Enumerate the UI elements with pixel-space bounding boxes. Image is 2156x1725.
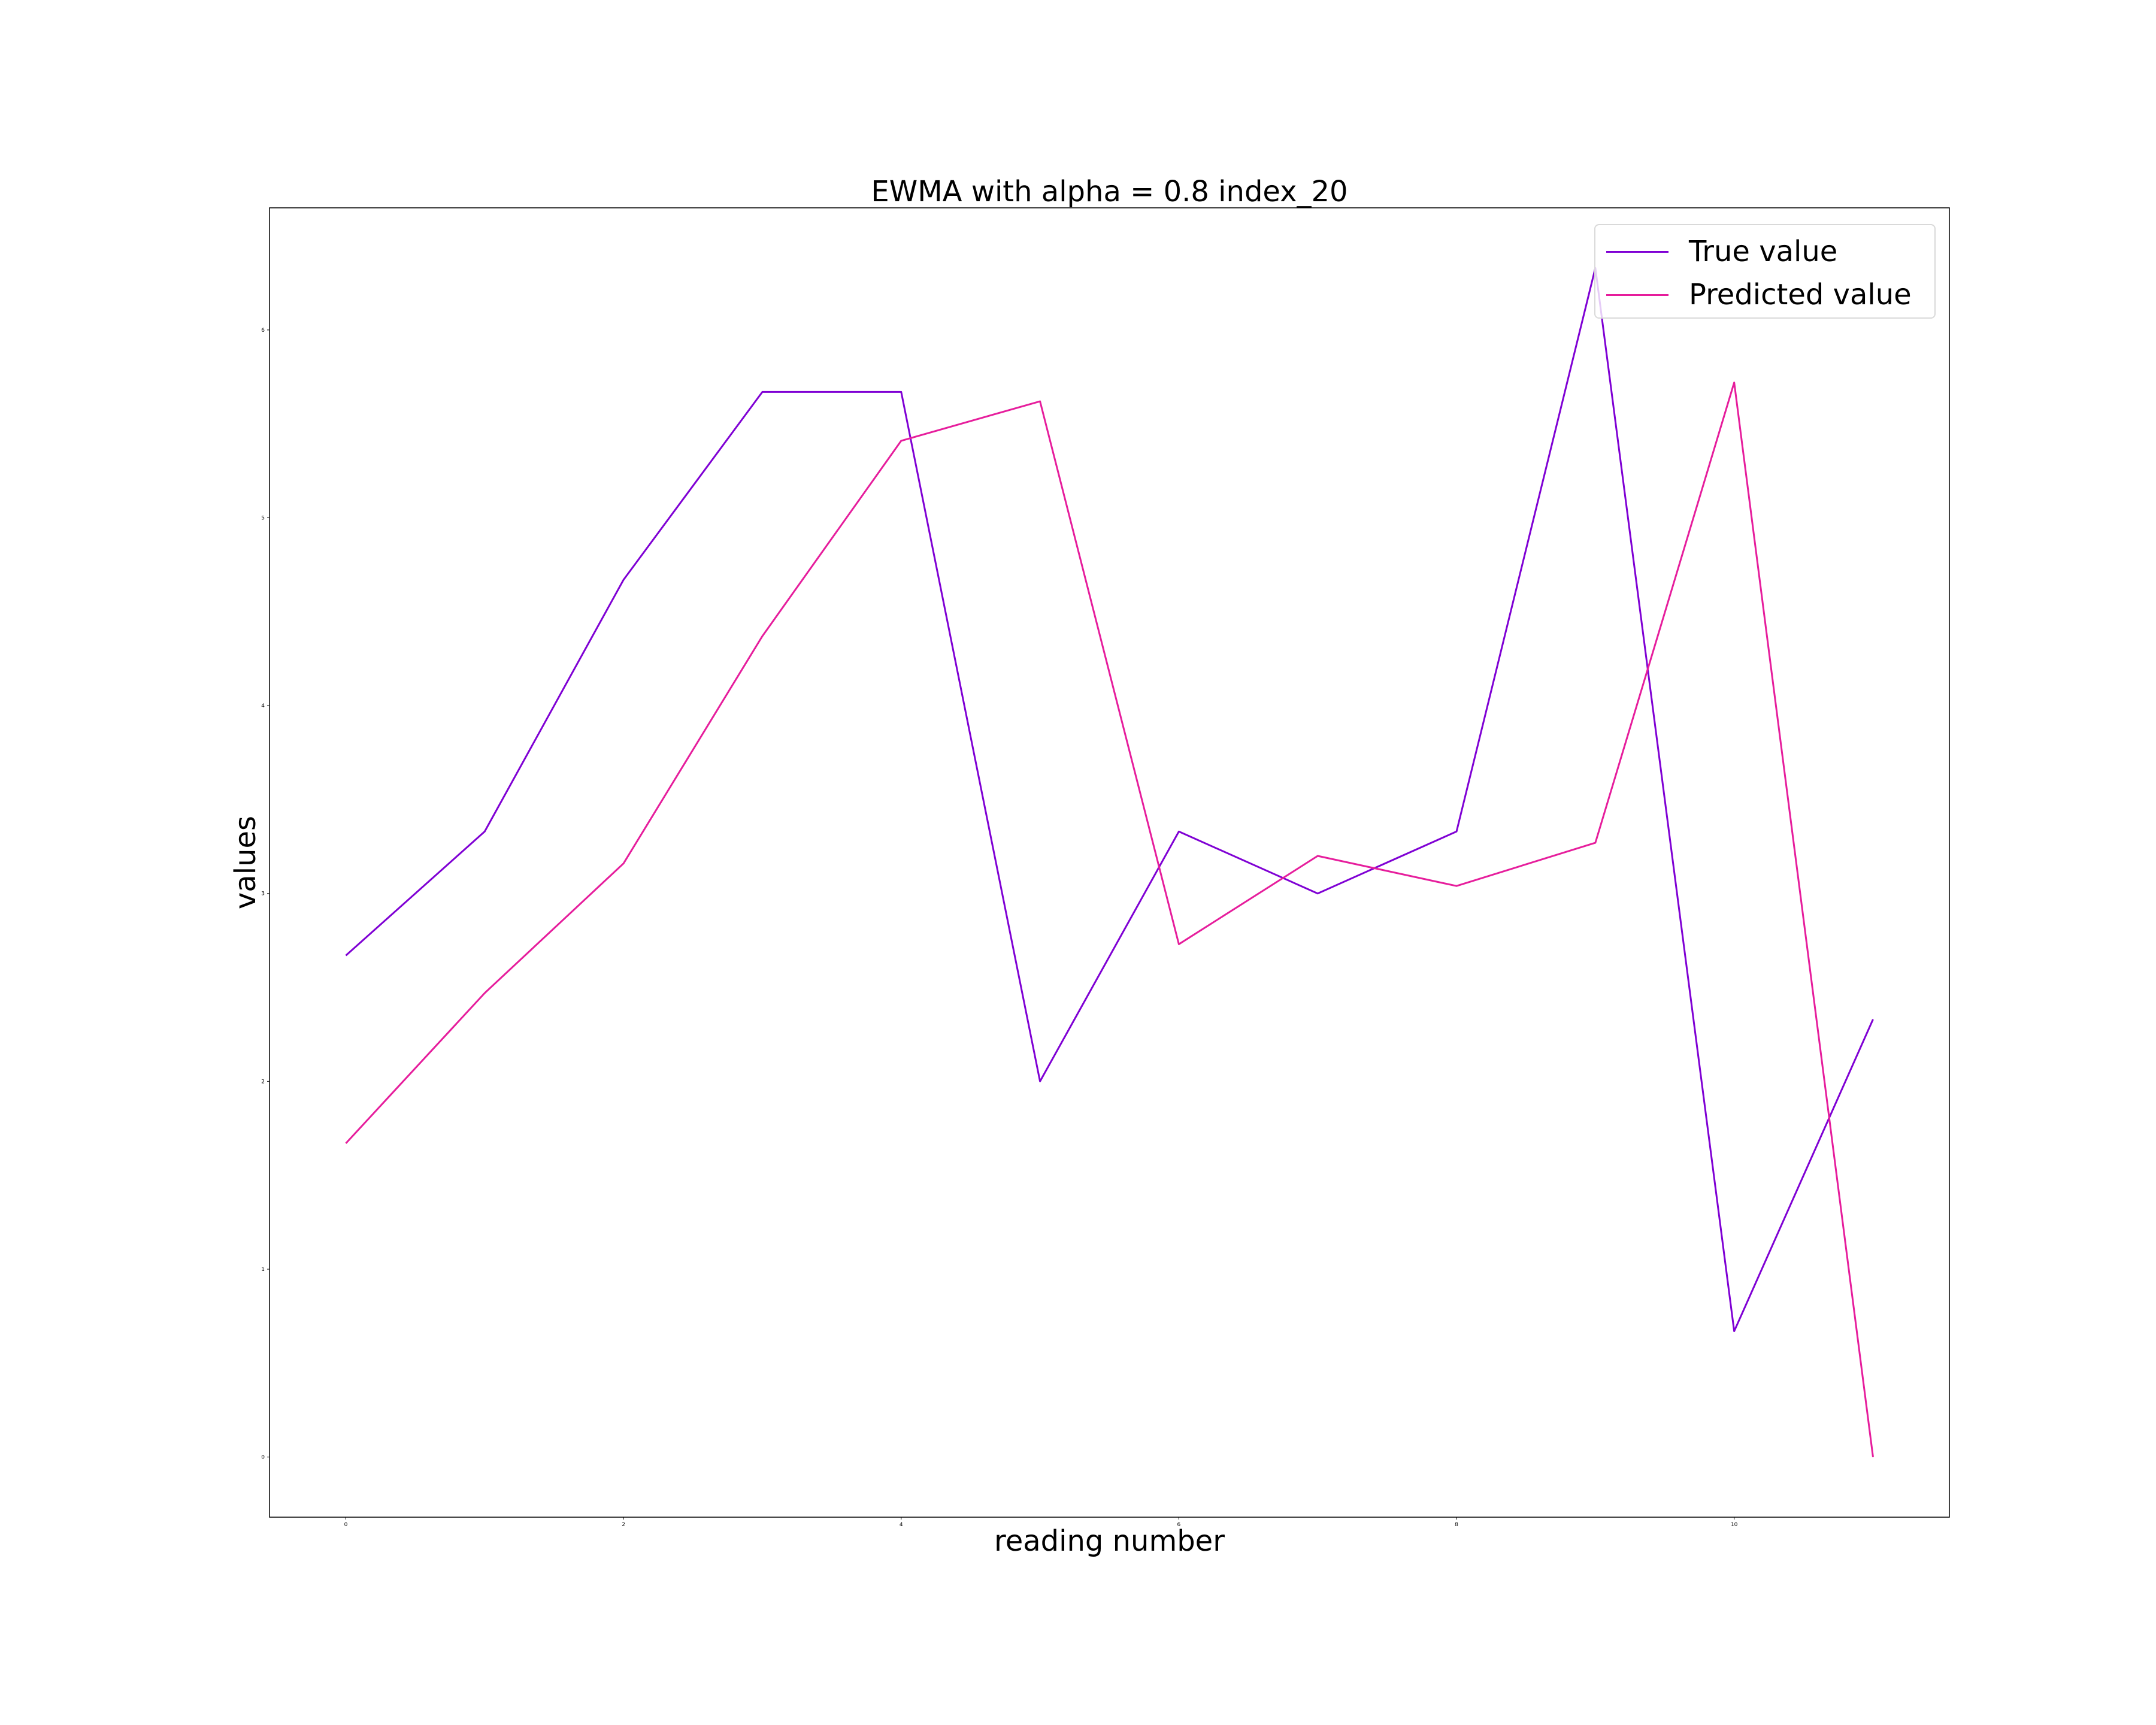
y-tick-label: 6: [261, 328, 265, 334]
x-tick-label: 0: [344, 1522, 348, 1528]
series-line-predicted-value: [345, 382, 1874, 1457]
series-line-true-value: [345, 267, 1874, 1333]
x-tick-label: 10: [1731, 1522, 1738, 1528]
x-tick-label: 6: [1177, 1522, 1181, 1528]
x-tick-label: 8: [1455, 1522, 1458, 1528]
series-layer: [345, 267, 1874, 1457]
y-tick-label: 3: [261, 891, 265, 897]
y-tick-label: 4: [261, 703, 265, 709]
legend-label-predicted-value: Predicted value: [1689, 278, 1912, 311]
legend-swatch-true-value: [1606, 250, 1669, 253]
chart-title: EWMA with alpha = 0.8 index_20: [871, 175, 1348, 208]
x-axis-ticks: 0 2 4 6 8 10: [344, 1517, 1738, 1528]
plot-area-border: [269, 207, 1950, 1518]
legend: True value Predicted value: [1594, 224, 1936, 319]
x-tick-label: 2: [622, 1522, 625, 1528]
legend-label-true-value: True value: [1689, 235, 1838, 268]
y-tick-label: 2: [261, 1079, 265, 1085]
x-axis-label: reading number: [994, 1524, 1225, 1558]
legend-entry-predicted-value: Predicted value: [1606, 277, 1912, 313]
y-tick-label: 5: [261, 515, 265, 521]
y-axis-ticks: 0 1 2 3 4 5 6: [261, 328, 270, 1461]
x-tick-label: 4: [900, 1522, 903, 1528]
legend-entry-true-value: True value: [1606, 234, 1837, 270]
y-tick-label: 0: [261, 1455, 265, 1461]
legend-swatch-predicted-value: [1606, 293, 1669, 296]
axes-frame: [269, 207, 1950, 1518]
y-tick-label: 1: [261, 1267, 265, 1273]
